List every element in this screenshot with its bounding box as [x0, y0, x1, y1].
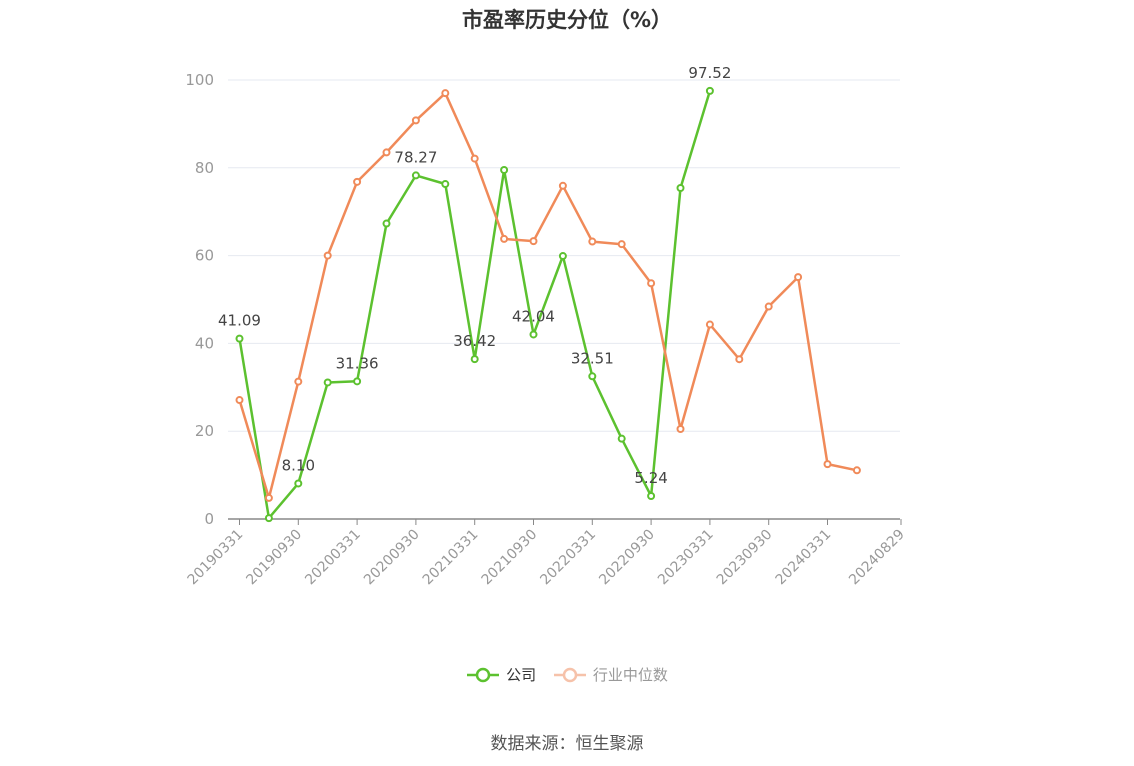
industry-point	[588, 237, 597, 246]
x-tick-label: 20230930	[714, 527, 776, 589]
industry-point	[676, 425, 685, 434]
industry-point	[705, 320, 714, 329]
y-tick-label: 100	[185, 71, 214, 89]
company-point	[617, 434, 626, 443]
legend-industry-label: 行业中位数	[592, 666, 668, 684]
data-label: 8.10	[282, 456, 315, 474]
industry-point	[852, 466, 861, 475]
industry-point	[470, 154, 479, 163]
y-tick-label: 60	[195, 247, 214, 265]
x-tick-label: 20230331	[655, 527, 717, 589]
legend-item-industry[interactable]: 行业中位数	[553, 664, 668, 685]
x-tick-label: 20190331	[185, 527, 247, 589]
x-tick-label: 20240331	[773, 527, 835, 589]
industry-point	[764, 302, 773, 311]
y-tick-label: 80	[195, 159, 214, 177]
company-point	[558, 252, 567, 261]
data-labels: 41.09 8.10 31.36 78.27 36.42 42.04 32.51 5.24 97…	[218, 64, 731, 487]
industry-point	[558, 181, 567, 190]
x-tick-label: 20200331	[302, 527, 364, 589]
company-point	[294, 479, 303, 488]
data-label: 42.04	[512, 307, 555, 325]
x-tick-label: 20220930	[596, 527, 658, 589]
y-tick-label: 0	[204, 510, 214, 528]
company-point	[411, 171, 420, 180]
industry-point	[382, 148, 391, 157]
data-label: 32.51	[571, 349, 614, 367]
company-point	[676, 183, 685, 192]
legend: 公司 行业中位数	[0, 664, 1134, 687]
industry-point	[294, 377, 303, 386]
x-tick-label: 20210331	[420, 527, 482, 589]
industry-point	[235, 396, 244, 405]
y-tick-label: 40	[195, 334, 214, 352]
y-tick-label: 20	[195, 422, 214, 440]
company-point	[235, 334, 244, 343]
x-tick-label: 20210930	[479, 527, 541, 589]
company-point	[705, 86, 714, 95]
company-point	[323, 378, 332, 387]
company-point	[441, 180, 450, 189]
industry-point	[264, 493, 273, 502]
y-axis-tick-labels: 0 20 40 60 80 100	[185, 71, 214, 528]
company-point	[529, 330, 538, 339]
industry-point	[353, 177, 362, 186]
x-axis: 2019033120190930202003312020093020210331…	[185, 518, 908, 589]
company-point	[353, 377, 362, 386]
industry-point	[617, 240, 626, 249]
legend-company-marker-icon	[467, 667, 500, 682]
data-label: 78.27	[394, 148, 437, 166]
industry-point	[500, 234, 509, 243]
company-point	[500, 165, 509, 174]
industry-point	[794, 273, 803, 282]
industry-point	[823, 460, 832, 469]
x-tick-label: 20200930	[361, 527, 423, 589]
data-label: 5.24	[634, 469, 667, 487]
industry-point	[647, 279, 656, 288]
industry-point	[735, 355, 744, 364]
data-label: 36.42	[453, 332, 496, 350]
company-point	[470, 355, 479, 364]
industry-point	[323, 251, 332, 260]
legend-item-company[interactable]: 公司	[466, 664, 536, 685]
industry-point	[441, 89, 450, 98]
company-point	[647, 491, 656, 500]
data-source: 数据来源：恒生聚源	[490, 734, 644, 754]
x-tick-label: 20190930	[243, 527, 305, 589]
industry-point	[529, 237, 538, 246]
x-tick-label: 20240829	[846, 527, 908, 589]
industry-series-line	[238, 91, 858, 500]
company-point	[382, 219, 391, 228]
series-points	[235, 86, 861, 523]
chart-title: 市盈率历史分位（%）	[461, 8, 673, 32]
data-label: 97.52	[688, 64, 731, 82]
company-point	[264, 514, 273, 523]
data-label: 41.09	[218, 312, 261, 330]
data-label: 31.36	[336, 354, 379, 372]
legend-industry-marker-icon	[553, 667, 586, 682]
x-tick-label: 20220331	[537, 527, 599, 589]
series-lines	[238, 90, 858, 520]
company-point	[588, 372, 597, 381]
legend-company-label: 公司	[506, 666, 537, 684]
industry-point	[411, 116, 420, 125]
